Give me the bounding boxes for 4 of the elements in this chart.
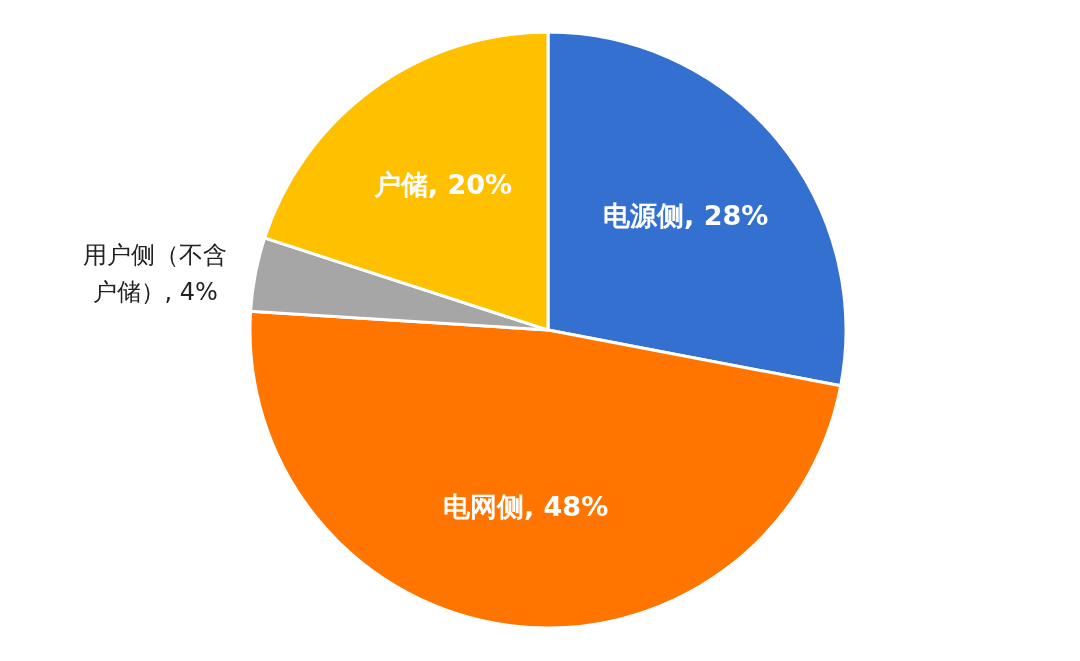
slice-label: 户储, 20% bbox=[373, 168, 513, 203]
slice-label: 电源侧, 28% bbox=[603, 199, 769, 233]
slice-label: 电网侧, 48% bbox=[442, 490, 609, 525]
slice-label: 用户侧（不含户储）, 4% bbox=[82, 239, 229, 309]
